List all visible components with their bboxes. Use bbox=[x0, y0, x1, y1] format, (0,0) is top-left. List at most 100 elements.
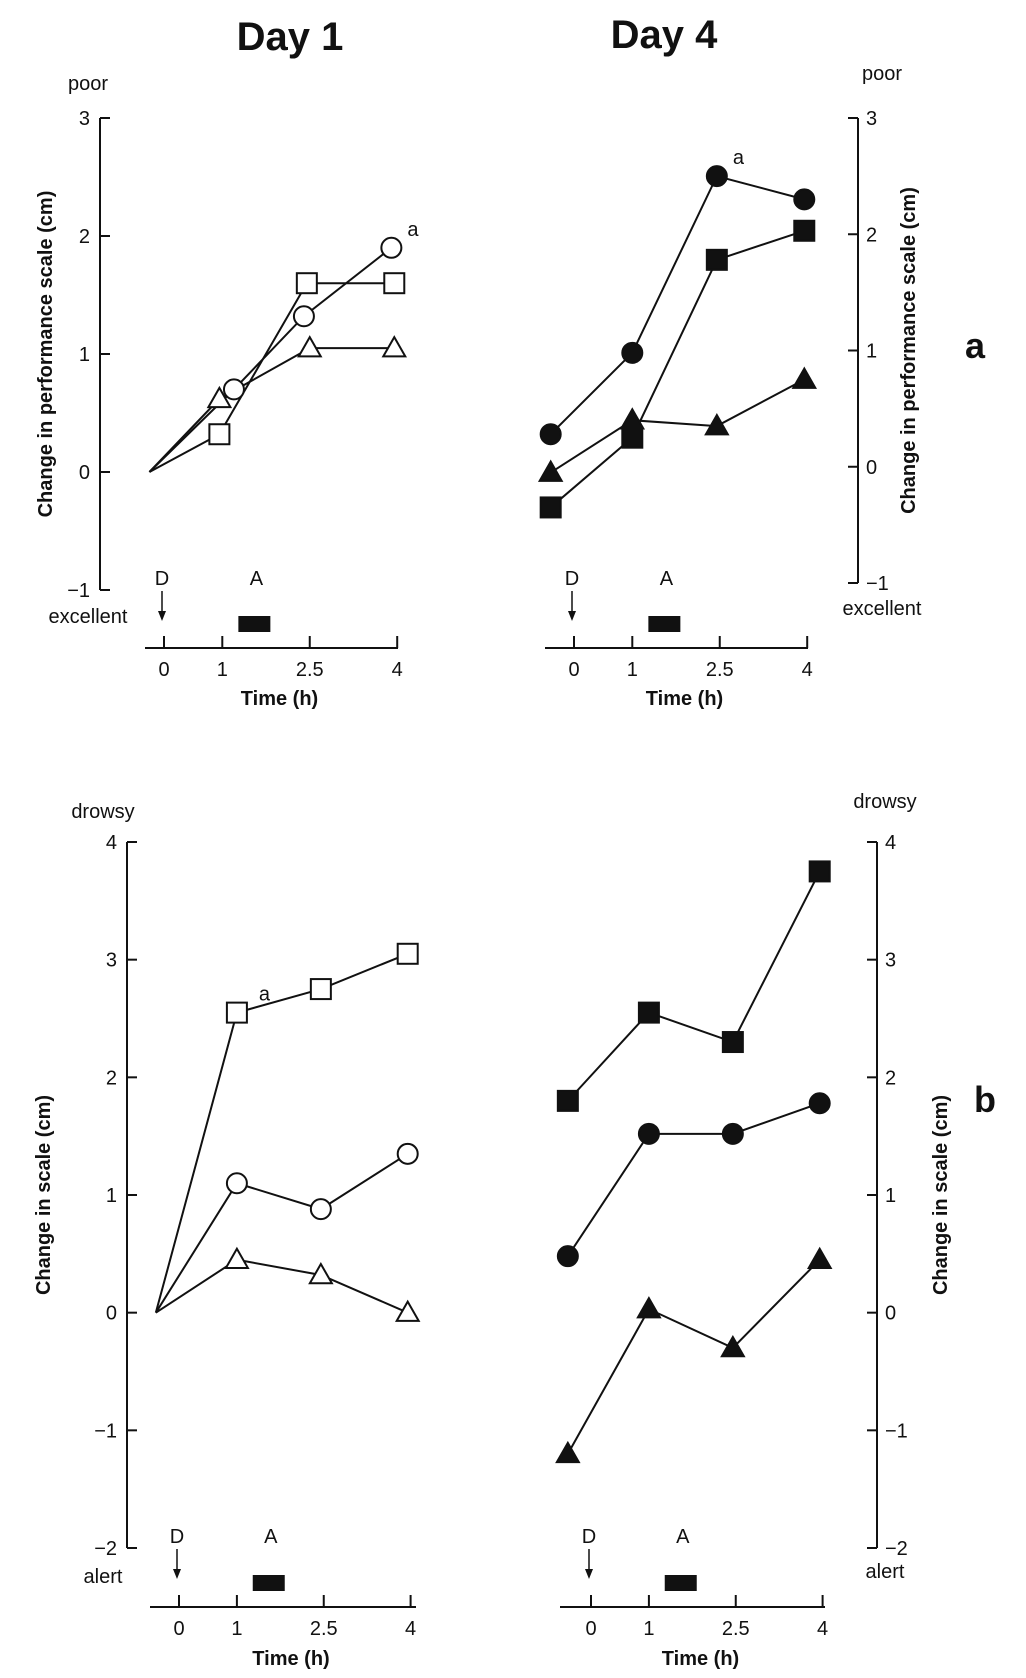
x-tick-label: 2.5 bbox=[296, 659, 324, 681]
series-line-square-open bbox=[148, 282, 395, 473]
annotation-a: a bbox=[259, 984, 271, 1006]
series-line-square-filled bbox=[567, 870, 821, 1102]
data-point-square-open bbox=[208, 423, 231, 446]
data-point-circle-open bbox=[309, 1198, 332, 1221]
y-tick-label: −1 bbox=[67, 580, 90, 602]
x-axis-label: Time (h) bbox=[662, 1648, 739, 1670]
activity-bar bbox=[648, 616, 681, 632]
x-tick-label: 0 bbox=[158, 659, 169, 681]
data-point-square-filled bbox=[793, 219, 816, 242]
dose-arrowhead bbox=[585, 1569, 593, 1579]
chart-a-day1: −1 0 1 2 3 Change in performance scale (cm) po… bbox=[35, 73, 419, 710]
x-axis-label: Time (h) bbox=[241, 688, 318, 710]
data-point-triangle-open bbox=[206, 385, 233, 409]
dose-arrowhead bbox=[158, 611, 166, 621]
data-point-square-filled bbox=[808, 860, 831, 883]
series-line-circle-open bbox=[148, 247, 392, 473]
data-point-triangle-filled bbox=[704, 413, 730, 436]
data-point-circle-open bbox=[380, 236, 403, 259]
data-point-circle-filled bbox=[556, 1245, 579, 1268]
series-line-triangle-filled bbox=[550, 378, 805, 474]
y-tick-label: 0 bbox=[866, 457, 877, 479]
x-tick-label: 4 bbox=[817, 1618, 828, 1640]
data-point-square-filled bbox=[556, 1089, 579, 1112]
data-point-square-open bbox=[309, 978, 332, 1001]
charts: −1 0 1 2 3 Change in performance scale (cm) po… bbox=[33, 63, 952, 1670]
y-tick-label: −1 bbox=[866, 573, 889, 595]
y-tick-label: 3 bbox=[79, 108, 90, 130]
y-top-word: poor bbox=[68, 73, 108, 95]
x-tick-label: 2.5 bbox=[722, 1618, 750, 1640]
y-tick-label: 1 bbox=[106, 1185, 117, 1207]
x-tick-label: 1 bbox=[627, 659, 638, 681]
y-tick-label: 3 bbox=[866, 108, 877, 130]
y-tick-label: 4 bbox=[885, 832, 896, 854]
series-line-square-filled bbox=[550, 229, 805, 509]
annotation-a: a bbox=[407, 219, 419, 241]
data-point-circle-filled bbox=[705, 165, 728, 188]
data-point-circle-open bbox=[222, 378, 245, 401]
series-line-circle-open bbox=[154, 1152, 409, 1314]
series-line-triangle-open bbox=[148, 347, 395, 473]
x-axis-label: Time (h) bbox=[252, 1648, 329, 1670]
chart-b-day1: −2 −1 0 1 2 3 4 Change in scale (cm) drowsy alert… bbox=[33, 801, 421, 1670]
dose-marker-label: D bbox=[565, 568, 579, 590]
y-tick-label: 2 bbox=[106, 1067, 117, 1089]
y-tick-label: −1 bbox=[885, 1420, 908, 1442]
activity-bar bbox=[238, 616, 271, 632]
dose-marker-label: D bbox=[155, 568, 169, 590]
y-tick-label: 3 bbox=[106, 950, 117, 972]
y-bottom-word: excellent bbox=[49, 606, 128, 628]
y-tick-label: 4 bbox=[106, 832, 117, 854]
x-tick-label: 1 bbox=[643, 1618, 654, 1640]
y-axis-label: Change in scale (cm) bbox=[930, 1095, 952, 1295]
y-tick-label: 2 bbox=[79, 226, 90, 248]
y-axis-label: Change in scale (cm) bbox=[33, 1095, 55, 1295]
column-title-day1: Day 1 bbox=[237, 15, 344, 59]
y-tick-label: 2 bbox=[885, 1067, 896, 1089]
annotation-a: a bbox=[733, 147, 745, 169]
y-tick-label: 0 bbox=[79, 462, 90, 484]
y-tick-label: 0 bbox=[106, 1303, 117, 1325]
data-point-circle-filled bbox=[721, 1122, 744, 1145]
y-tick-label: 1 bbox=[885, 1185, 896, 1207]
y-tick-label: −1 bbox=[94, 1420, 117, 1442]
dose-arrowhead bbox=[173, 1569, 181, 1579]
y-bottom-word: excellent bbox=[843, 598, 922, 620]
series-line-triangle-open bbox=[155, 1258, 409, 1314]
data-point-square-filled bbox=[637, 1001, 660, 1024]
dose-marker-label: D bbox=[582, 1526, 596, 1548]
y-axis-label: Change in performance scale (cm) bbox=[35, 191, 57, 518]
y-tick-label: 0 bbox=[885, 1303, 896, 1325]
y-bottom-word: alert bbox=[866, 1561, 905, 1583]
y-tick-label: −2 bbox=[885, 1538, 908, 1560]
data-point-triangle-filled bbox=[619, 407, 646, 430]
data-point-square-filled bbox=[705, 248, 728, 271]
panel-label-b: b bbox=[974, 1079, 996, 1120]
y-tick-label: 2 bbox=[866, 224, 877, 246]
data-point-circle-filled bbox=[808, 1092, 831, 1115]
x-tick-label: 4 bbox=[405, 1618, 416, 1640]
series-line-triangle-filled bbox=[566, 1259, 821, 1455]
data-point-triangle-open bbox=[308, 1261, 334, 1285]
y-tick-label: 3 bbox=[885, 950, 896, 972]
x-tick-label: 0 bbox=[173, 1618, 184, 1640]
chart-b-day4: −2 −1 0 1 2 3 4 Change in scale (cm) drowsy alert… bbox=[555, 791, 952, 1670]
series-line-square-open bbox=[154, 952, 409, 1313]
activity-marker-label: A bbox=[264, 1526, 278, 1548]
activity-bar bbox=[664, 1575, 697, 1591]
data-point-circle-filled bbox=[637, 1122, 660, 1145]
y-tick-label: −2 bbox=[94, 1538, 117, 1560]
y-tick-label: 1 bbox=[79, 344, 90, 366]
y-bottom-word: alert bbox=[84, 1566, 123, 1588]
chart-a-day4: −1 0 1 2 3 Change in performance scale (cm) po… bbox=[537, 63, 922, 710]
data-point-square-open bbox=[295, 272, 318, 295]
data-point-triangle-filled bbox=[537, 459, 564, 482]
dose-marker-label: D bbox=[170, 1526, 184, 1548]
x-tick-label: 1 bbox=[231, 1618, 242, 1640]
data-point-circle-open bbox=[225, 1172, 248, 1195]
activity-marker-label: A bbox=[676, 1526, 690, 1548]
activity-marker-label: A bbox=[660, 568, 674, 590]
data-point-triangle-filled bbox=[636, 1296, 662, 1319]
